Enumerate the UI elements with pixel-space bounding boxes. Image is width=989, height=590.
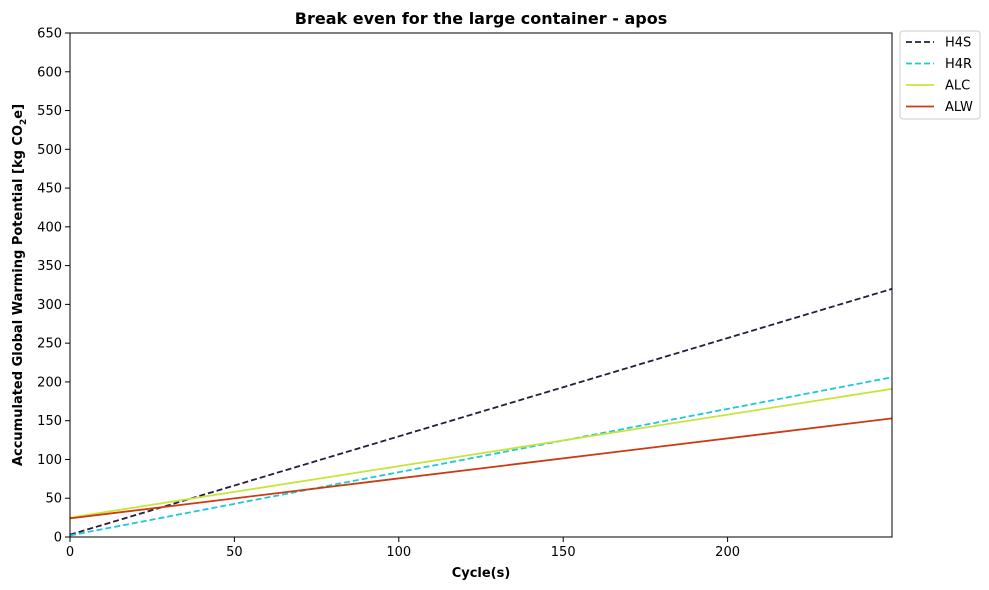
y-axis-label-main: Accumulated Global Warming Potential [kg… — [11, 125, 26, 466]
x-tick-label: 0 — [66, 545, 74, 560]
series-line-alc — [69, 388, 893, 519]
x-tick-label: 50 — [226, 545, 243, 560]
y-tick-label: 250 — [37, 337, 62, 352]
series-line-h4s — [69, 288, 893, 536]
y-axis-label-suffix: e] — [11, 104, 26, 119]
y-tick-label: 300 — [37, 298, 62, 313]
y-axis: 0 50 100 150 200 250 300 350 400 450 500 550 600 650 — [37, 27, 70, 546]
y-tick-label: 150 — [37, 414, 62, 429]
x-tick-label: 100 — [386, 545, 411, 560]
y-axis-label-subscript: 2 — [19, 119, 29, 125]
y-tick-label: 500 — [37, 143, 62, 158]
legend-label-h4s: H4S — [945, 36, 971, 51]
series-line-h4r — [69, 376, 893, 537]
legend: H4S H4R ALC ALW — [899, 30, 981, 120]
y-tick-label: 0 — [54, 531, 62, 546]
legend-label-h4r: H4R — [945, 57, 972, 72]
y-tick-label: 600 — [37, 65, 62, 80]
legend-frame — [899, 30, 981, 120]
y-axis-label: Accumulated Global Warming Potential [kg… — [11, 104, 29, 466]
y-tick-label: 100 — [37, 453, 62, 468]
x-axis: 0 50 100 150 200 — [66, 537, 740, 560]
x-tick-label: 150 — [551, 545, 576, 560]
x-tick-label: 200 — [715, 545, 740, 560]
plot-frame — [69, 32, 893, 538]
y-tick-label: 650 — [37, 27, 62, 42]
legend-label-alc: ALC — [945, 79, 970, 94]
plot-area — [70, 33, 892, 537]
y-tick-label: 450 — [37, 182, 62, 197]
chart-title: Break even for the large container - apo… — [295, 9, 667, 28]
y-tick-label: 550 — [37, 104, 62, 119]
y-tick-label: 350 — [37, 259, 62, 274]
series-line-alw — [69, 417, 893, 520]
x-axis-label: Cycle(s) — [452, 566, 511, 581]
legend-label-alw: ALW — [945, 100, 973, 115]
series-layer — [69, 288, 893, 537]
y-tick-label: 50 — [45, 492, 62, 507]
y-tick-label: 400 — [37, 220, 62, 235]
y-tick-label: 200 — [37, 375, 62, 390]
